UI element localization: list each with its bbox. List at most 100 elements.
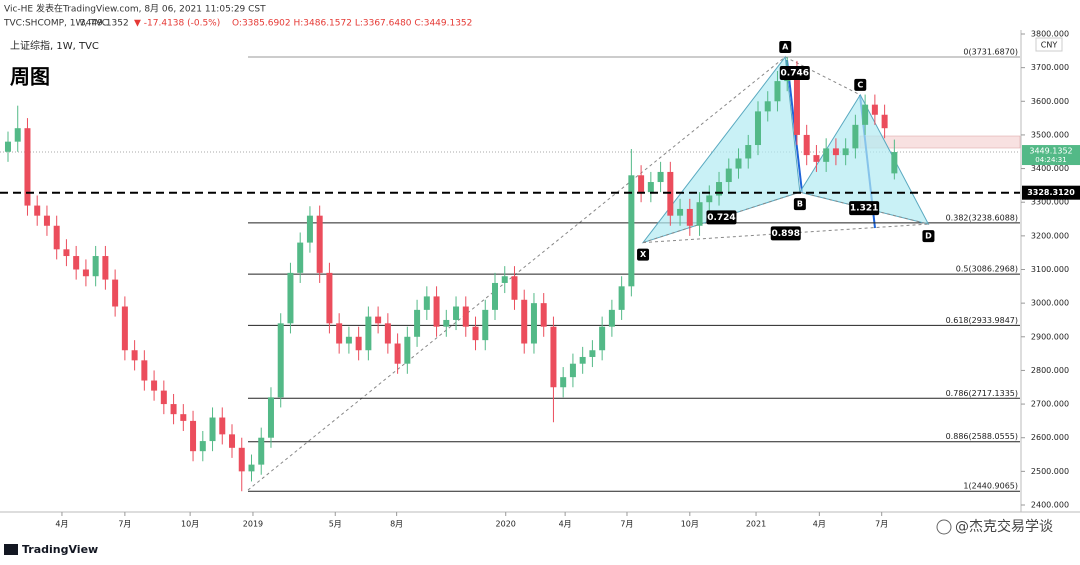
candle-body: [530, 303, 537, 344]
candle-body: [842, 148, 849, 156]
candle-body: [375, 316, 382, 324]
candle-body: [24, 128, 31, 206]
y-tick-label: 3600.000: [1031, 97, 1069, 106]
y-tick-label: 3100.000: [1031, 265, 1069, 274]
candle-body: [823, 148, 830, 162]
fib-label: 0.5(3086.2968): [956, 265, 1018, 274]
candle-body: [677, 208, 684, 216]
brand: TradingView: [22, 543, 98, 556]
candle-body: [774, 81, 781, 102]
candle-body: [803, 134, 810, 156]
chart-title: 上证综指, 1W, TVC: [10, 39, 99, 52]
y-tick-label: 3300.000: [1031, 198, 1069, 207]
ratio-box: [849, 201, 880, 216]
candle-body: [891, 152, 898, 174]
candle-body: [277, 323, 284, 398]
candle-body: [725, 168, 732, 183]
candle-body: [667, 171, 674, 216]
x-tick-label: 4月: [55, 520, 68, 529]
candle-body: [102, 256, 109, 280]
level-label: 3328.3120: [1027, 188, 1075, 197]
candle-body: [141, 360, 148, 381]
watermark-icon: [936, 519, 952, 535]
candle-body: [492, 282, 498, 310]
candle-body: [560, 377, 567, 388]
pattern-point-box: [779, 40, 792, 53]
candle-body: [4, 141, 11, 152]
x-tick-label: 2021: [746, 520, 766, 529]
candle-body: [14, 128, 21, 142]
candle-body: [53, 225, 60, 250]
symbol: TVC:SHCOMP, 1W, TVC: [3, 19, 108, 29]
pattern-point-box: [854, 78, 867, 91]
candle-body: [862, 104, 869, 125]
candle-body: [472, 326, 479, 341]
x-tick-label: 7月: [620, 520, 633, 529]
price-tag: [1022, 145, 1080, 166]
candle-body: [754, 111, 761, 146]
currency: CNY: [1041, 41, 1058, 50]
candle-body: [326, 272, 333, 324]
pattern-point-box: [637, 248, 650, 261]
y-tick-label: 3800.000: [1031, 30, 1069, 39]
x-tick-label: 2019: [243, 520, 263, 529]
candle-body: [355, 336, 362, 351]
currency-box: [1035, 37, 1063, 52]
candle-body: [287, 272, 294, 324]
candle-body: [258, 437, 265, 465]
candle-body: [219, 417, 226, 435]
ratio-label: 0.898: [772, 229, 800, 239]
level-tag: [1022, 185, 1080, 200]
candle-body: [34, 205, 41, 216]
header-change: ▼ -17.4138 (-0.5%): [134, 19, 220, 29]
candle-body: [365, 316, 372, 351]
fib-label: 0(3731.6870): [963, 47, 1018, 56]
candle-body: [73, 256, 80, 270]
fib-label: 0.886(2588.0555): [946, 432, 1018, 441]
x-tick-label: 10月: [681, 520, 699, 529]
candle-body: [160, 390, 167, 405]
pattern-point-label: D: [925, 232, 932, 241]
ratio-box: [770, 226, 801, 241]
fib-label: 1(2440.9065): [963, 482, 1018, 491]
candle-body: [871, 104, 878, 115]
x-tick-label: 10月: [181, 520, 199, 529]
ratio-box: [779, 65, 810, 80]
candle-body: [569, 363, 576, 378]
candle-body: [764, 101, 771, 112]
countdown: 04:24:31: [1035, 156, 1066, 164]
ratio-label: 0.724: [707, 213, 735, 223]
y-tick-label: 3700.000: [1031, 63, 1069, 72]
y-tick-label: 2700.000: [1031, 400, 1069, 409]
candle-body: [423, 296, 430, 310]
candle-body: [238, 447, 245, 472]
candle-body: [443, 319, 450, 327]
candle-body: [599, 326, 606, 351]
price-label: 3449.1352: [1029, 147, 1072, 156]
candle-body: [180, 414, 187, 421]
candle-body: [881, 114, 888, 129]
y-tick-label: 3400.000: [1031, 164, 1069, 173]
brand-logo: [4, 544, 18, 555]
y-tick-label: 2900.000: [1031, 332, 1069, 341]
candle-body: [735, 158, 742, 169]
candle-body: [384, 323, 391, 344]
pattern-diagonal: [785, 56, 861, 96]
ratio-box: [706, 210, 737, 225]
y-tick-label: 3000.000: [1031, 299, 1069, 308]
x-tick-label: 7月: [118, 520, 131, 529]
candle-body: [229, 434, 236, 448]
author-line: Vic-HE 发表在TradingView.com, 8月 06, 2021 1…: [4, 3, 266, 15]
candle-body: [131, 350, 138, 361]
candle-body: [628, 175, 635, 287]
header-price: 3449.1352: [80, 19, 129, 29]
x-tick-label: 7月: [875, 520, 888, 529]
candle-body: [686, 208, 693, 226]
candle-body: [579, 356, 586, 364]
candle-body: [832, 148, 839, 156]
candle-body: [199, 441, 206, 452]
pattern-point-box: [793, 198, 806, 211]
candle-body: [92, 256, 99, 277]
x-tick-label: 5月: [329, 520, 342, 529]
